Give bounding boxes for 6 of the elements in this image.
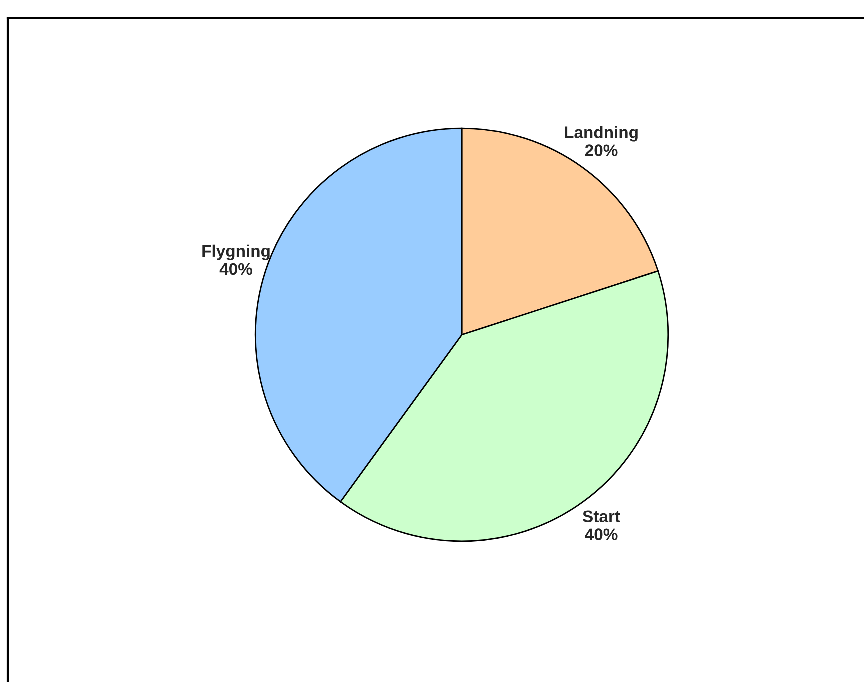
data-label: 20% [585,144,618,156]
slice-label: Flygning [202,244,270,260]
slice-label: Landning [565,126,638,142]
data-label: 40% [585,528,618,540]
slice-label: Start [583,510,620,523]
data-label: 40% [220,263,252,276]
